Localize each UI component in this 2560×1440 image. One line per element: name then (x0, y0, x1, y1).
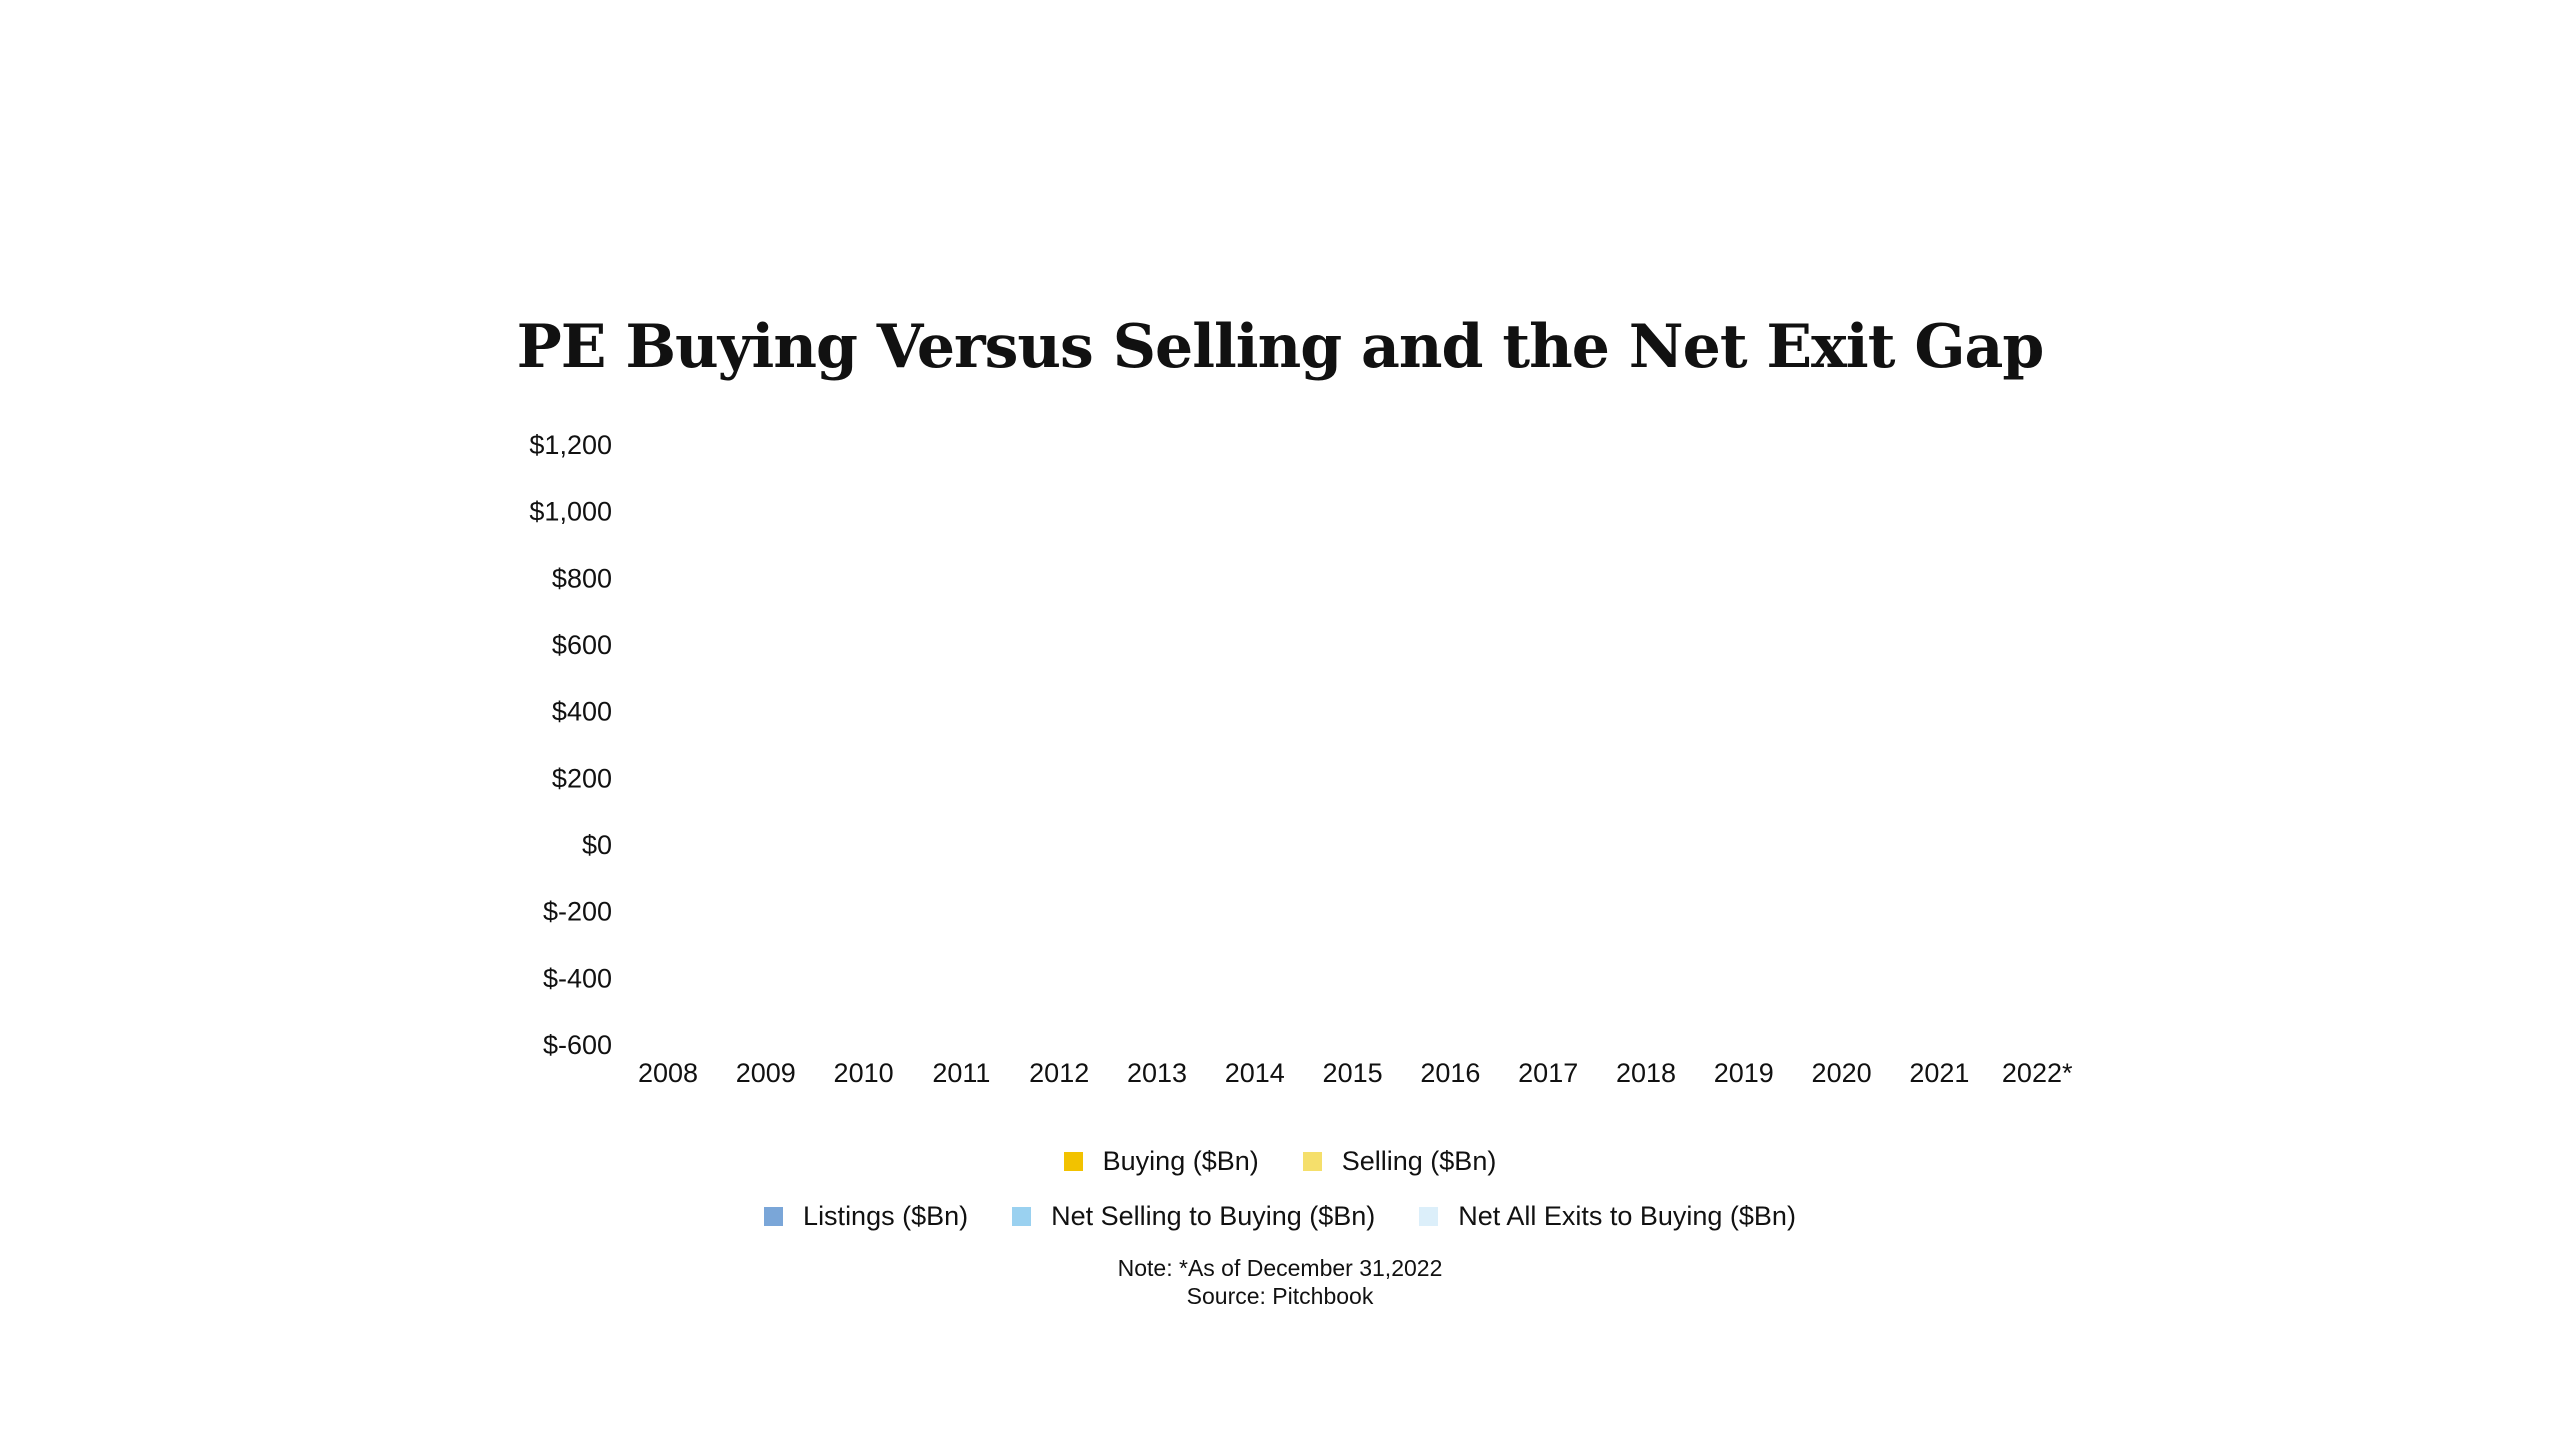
y-tick-label: $0 (582, 830, 612, 860)
legend-swatch-selling (1302, 1152, 1322, 1171)
x-tick-label: 2013 (1127, 1058, 1187, 1088)
y-tick-label: $800 (552, 563, 612, 593)
legend-label-listings: Listings ($Bn) (803, 1201, 969, 1231)
legend-swatch-net-selling (1012, 1207, 1032, 1226)
x-tick-label: 2019 (1714, 1058, 1774, 1088)
y-tick-label: $400 (552, 697, 612, 727)
legend-label-selling: Selling ($Bn) (1341, 1146, 1497, 1176)
x-tick-label: 2017 (1518, 1058, 1578, 1088)
x-tick-label: 2010 (834, 1058, 894, 1088)
x-tick-label: 2022* (2002, 1058, 2073, 1088)
legend-swatch-buying (1063, 1152, 1083, 1171)
x-tick-label: 2018 (1616, 1058, 1676, 1088)
legend-item-net-exits: Net All Exits to Buying ($Bn) (1419, 1201, 1796, 1232)
y-tick-label: $1,200 (529, 430, 612, 460)
chart-notes: Note: *As of December 31,2022 Source: Pi… (0, 1254, 2560, 1310)
legend-swatch-listings (764, 1207, 784, 1226)
legend-label-buying: Buying ($Bn) (1102, 1146, 1259, 1176)
x-tick-label: 2009 (736, 1058, 796, 1088)
y-axis: $1,200 $1,000 $800 $600 $400 $200 $0 $-200 $-400… (529, 430, 612, 1060)
y-tick-label: $600 (552, 630, 612, 660)
legend-item-net-selling: Net Selling to Buying ($Bn) (1012, 1201, 1375, 1232)
x-tick-label: 2008 (638, 1058, 698, 1088)
y-tick-label: $-600 (543, 1030, 612, 1060)
legend-item-buying: Buying ($Bn) (1063, 1146, 1259, 1177)
y-tick-label: $-200 (543, 897, 612, 927)
chart-plot: $1,200 $1,000 $800 $600 $400 $200 $0 $-200 $-400… (529, 430, 2073, 1088)
y-tick-label: $1,000 (529, 497, 612, 527)
x-tick-label: 2014 (1225, 1058, 1285, 1088)
x-tick-label: 2012 (1029, 1058, 1089, 1088)
note-text: Note: *As of December 31,2022 (1117, 1255, 1443, 1281)
x-tick-label: 2020 (1812, 1058, 1872, 1088)
x-tick-label: 2011 (932, 1058, 990, 1088)
legend-swatch-net-exits (1419, 1207, 1439, 1226)
x-tick-label: 2015 (1323, 1058, 1383, 1088)
source-text: Source: Pitchbook (1186, 1283, 1374, 1309)
chart-title: PE Buying Versus Selling and the Net Exi… (516, 312, 2045, 382)
x-tick-label: 2021 (1909, 1058, 1969, 1088)
legend-label-net-selling: Net Selling to Buying ($Bn) (1051, 1201, 1376, 1231)
legend-item-selling: Selling ($Bn) (1302, 1146, 1497, 1177)
y-tick-label: $-400 (543, 963, 612, 993)
x-tick-label: 2016 (1420, 1058, 1480, 1088)
legend-row-2: Listings ($Bn) Net Selling to Buying ($B… (0, 1201, 2560, 1232)
legend-item-listings: Listings ($Bn) (764, 1201, 968, 1232)
legend-label-net-exits: Net All Exits to Buying ($Bn) (1458, 1201, 1796, 1231)
legend-row-1: Buying ($Bn) Selling ($Bn) (0, 1146, 2560, 1177)
y-tick-label: $200 (552, 763, 612, 793)
x-axis: 2008 2009 2010 2011 2012 2013 2014 2015 2016 2017… (638, 1058, 2073, 1088)
